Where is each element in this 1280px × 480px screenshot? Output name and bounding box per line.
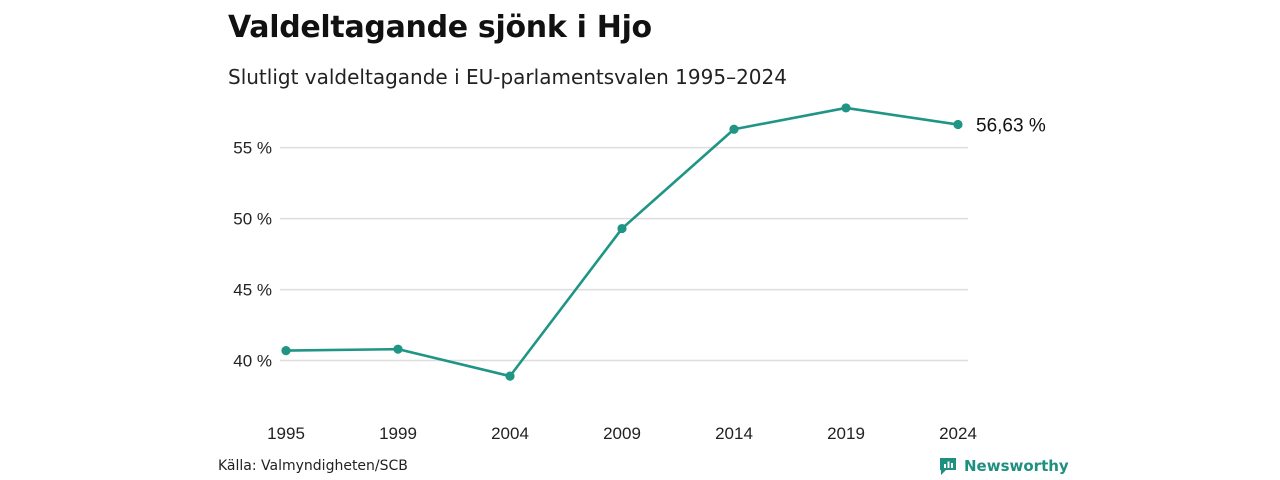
data-point — [505, 371, 515, 381]
chart-title: Valdeltagande sjönk i Hjo — [228, 10, 652, 45]
x-tick-label: 2014 — [715, 424, 753, 443]
y-tick-label: 40 % — [233, 352, 272, 371]
x-tick-label: 1995 — [267, 424, 305, 443]
source-note: Källa: Valmyndigheten/SCB — [218, 458, 408, 474]
x-tick-label: 2004 — [491, 424, 529, 443]
data-point — [617, 223, 627, 234]
data-point — [953, 119, 963, 130]
data-point — [393, 344, 403, 354]
brand-logo[interactable]: Newsworthy — [938, 456, 1069, 476]
x-axis-ticks: 1995 1999 2004 2009 2014 2019 2024 — [267, 424, 977, 443]
y-axis-ticks: 40 % 45 % 50 % 55 % — [233, 139, 272, 371]
x-tick-label: 1999 — [379, 424, 417, 443]
data-point — [841, 103, 851, 113]
series-layer — [281, 103, 963, 381]
y-tick-label: 45 % — [233, 281, 272, 300]
brand-name: Newsworthy — [964, 457, 1069, 475]
x-tick-label: 2024 — [939, 424, 977, 443]
data-labels: 56,63 % — [976, 116, 1046, 137]
x-tick-label: 2019 — [827, 424, 865, 443]
chart-subtitle: Slutligt valdeltagande i EU-parlamentsva… — [228, 65, 787, 89]
gridlines — [280, 146, 968, 362]
data-point — [281, 345, 291, 356]
x-tick-label: 2009 — [603, 424, 641, 443]
y-tick-label: 50 % — [233, 210, 272, 229]
data-point — [729, 124, 739, 134]
y-tick-label: 55 % — [233, 139, 272, 158]
end-value-label: 56,63 % — [976, 116, 1046, 137]
newsworthy-logo-icon — [940, 458, 956, 475]
